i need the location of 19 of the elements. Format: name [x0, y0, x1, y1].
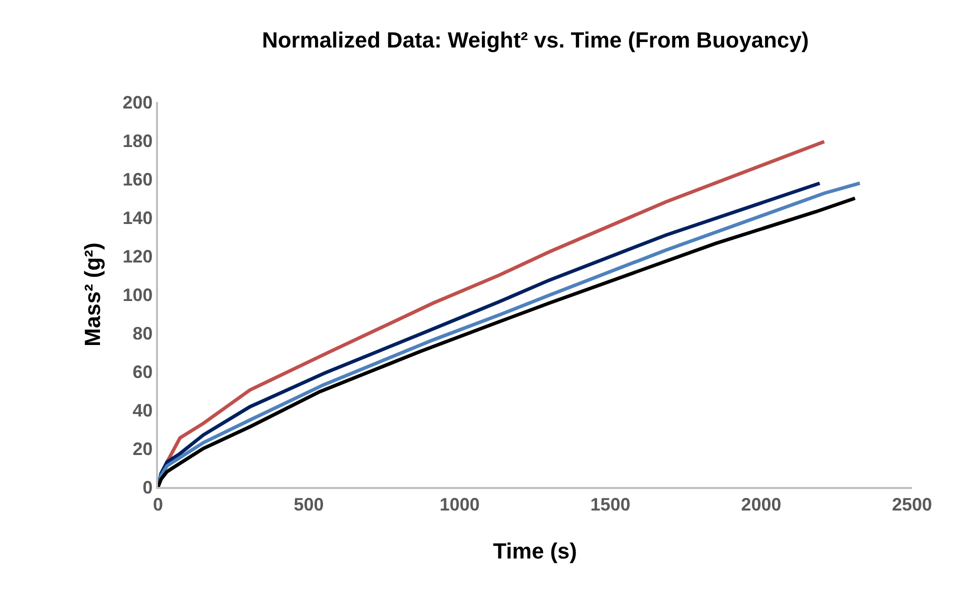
x-tick-label: 2500	[892, 494, 932, 514]
x-tick-label: 500	[294, 494, 324, 514]
y-tick-label: 180	[122, 130, 153, 151]
x-tick-label: 2000	[741, 494, 782, 514]
y-tick-label: 140	[122, 208, 153, 228]
chart-title: Normalized Data: Weight² vs. Time (From Buoyancy)	[262, 28, 809, 53]
x-tick-label: 1000	[440, 494, 480, 514]
y-tick-label: 40	[132, 400, 153, 420]
x-tick-label: 1500	[590, 494, 630, 514]
y-tick-label: 160	[122, 169, 153, 190]
y-tick-label: 0	[142, 477, 153, 498]
y-tick-label: 80	[132, 323, 153, 344]
y-tick-label: 120	[122, 246, 153, 266]
y-tick-label: 60	[132, 362, 153, 382]
y-tick-label: 20	[132, 438, 153, 459]
y-tick-label: 100	[122, 284, 153, 305]
y-tick-label: 200	[122, 92, 153, 112]
x-axis-title: Time (s)	[493, 538, 577, 564]
y-axis-title: Mass² (g²)	[80, 242, 105, 346]
